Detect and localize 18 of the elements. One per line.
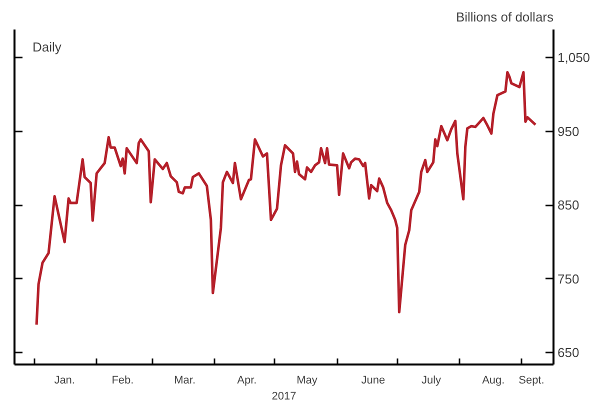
x-tick-label: Apr. <box>237 374 257 386</box>
y-tick-label: 950 <box>558 124 580 139</box>
y-tick-label: 850 <box>558 198 580 213</box>
x-tick-label: Sept. <box>518 374 544 386</box>
y-tick-label: 750 <box>558 271 580 286</box>
y-axis-title: Billions of dollars <box>456 10 554 24</box>
x-tick-label: Jan. <box>54 374 75 386</box>
x-axis-title: 2017 <box>272 390 296 402</box>
x-tick-label: May <box>296 374 318 386</box>
x-tick-label: Aug. <box>482 374 505 386</box>
x-tick-label: June <box>361 374 386 386</box>
x-tick-label: Mar. <box>174 374 196 386</box>
y-tick-label: 1,050 <box>558 50 590 66</box>
x-tick-label: July <box>421 374 442 386</box>
x-tick-label: Feb. <box>112 374 134 386</box>
line-series <box>35 70 537 326</box>
y-tick-label: 650 <box>558 345 580 360</box>
annotation: Daily <box>32 40 62 54</box>
